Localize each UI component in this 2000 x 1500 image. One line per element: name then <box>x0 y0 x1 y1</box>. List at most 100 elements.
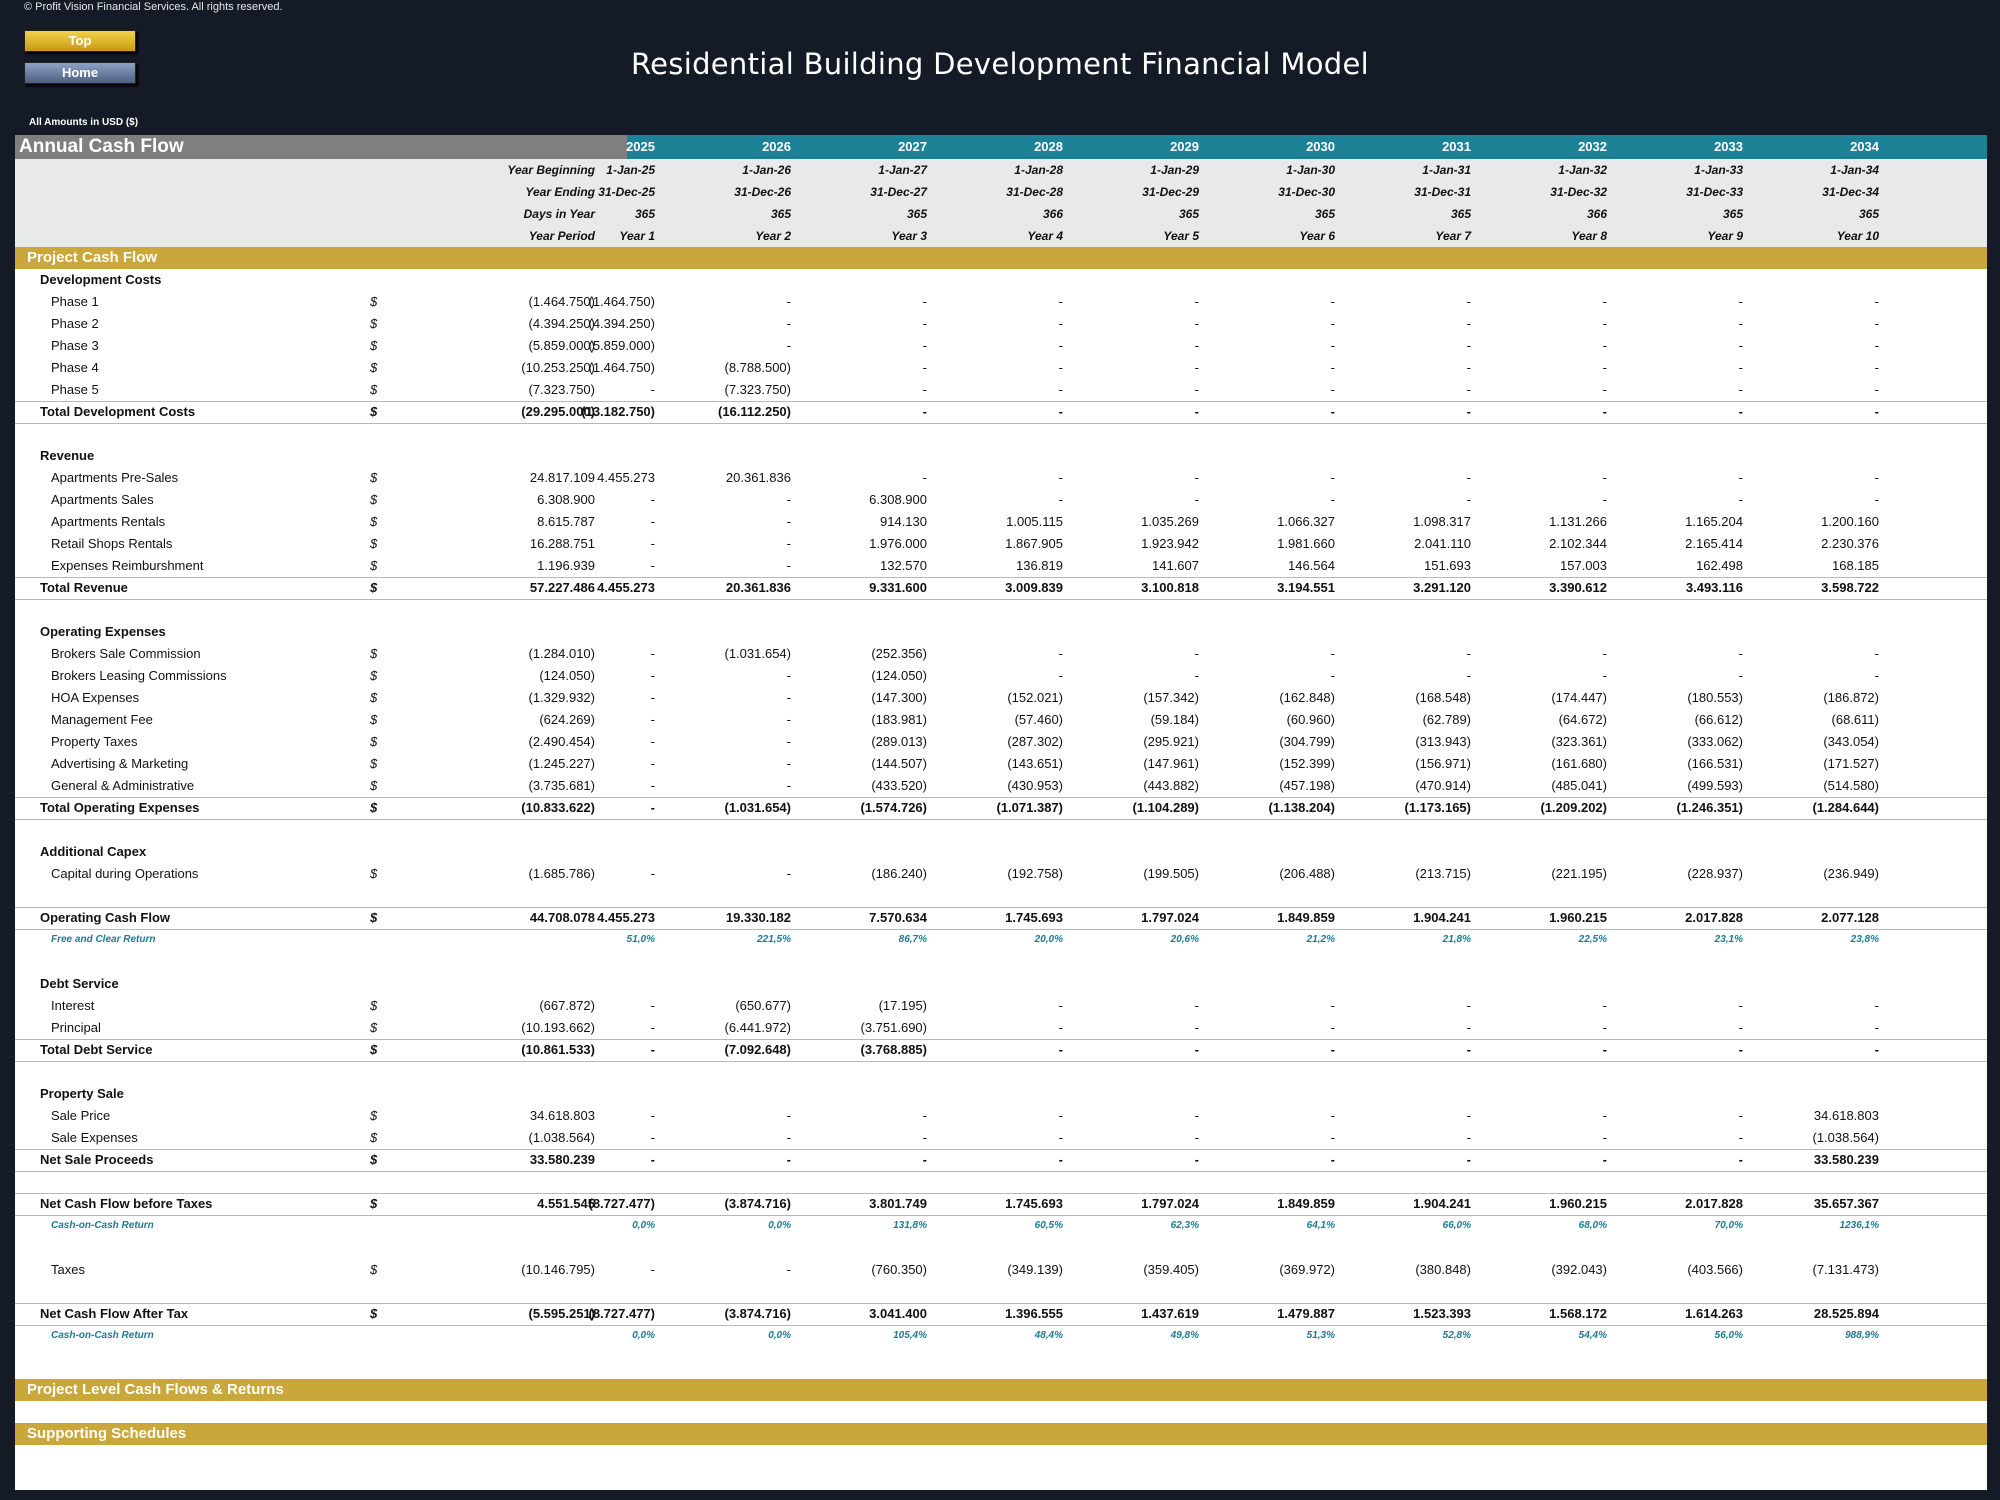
year-value-cell: - <box>1330 382 1335 397</box>
year-value-cell: - <box>1466 338 1471 353</box>
currency-symbol: $ <box>370 360 378 375</box>
year-value-cell: (1.031.654) <box>724 646 792 661</box>
year-value-cell: 23,8% <box>1850 934 1879 945</box>
row-total: (1.038.564) <box>528 1130 596 1145</box>
year-value-cell: - <box>1058 338 1063 353</box>
row-label: Additional Capex <box>40 844 147 859</box>
year-value-cell: - <box>1194 382 1199 397</box>
year-value-cell: - <box>1874 404 1879 419</box>
year-value-cell: 1.867.905 <box>1005 536 1063 551</box>
year-value-cell: 1.437.619 <box>1141 1306 1199 1321</box>
home-button[interactable]: Home <box>24 62 136 84</box>
currency-symbol: $ <box>370 646 378 661</box>
year-value-cell: - <box>1330 1108 1335 1123</box>
year-value-cell: - <box>1602 382 1607 397</box>
year-value-cell: - <box>786 1130 791 1145</box>
year-value-cell: (59.184) <box>1150 712 1199 727</box>
return-row: Cash-on-Cash Return 0,0% 0,0% 105,4% 48,4% 49… <box>15 1325 1987 1347</box>
year-value-cell: (760.350) <box>871 1262 927 1277</box>
year-value-cell: - <box>922 470 927 485</box>
year-value-cell: - <box>922 382 927 397</box>
year-value-cell: (64.672) <box>1558 712 1607 727</box>
date-header-value: Year 1 <box>619 229 655 243</box>
year-value-cell: - <box>1874 382 1879 397</box>
year-value-cell: 1.479.887 <box>1277 1306 1335 1321</box>
year-value-cell: 131,8% <box>893 1220 927 1231</box>
year-value-cell: 1.200.160 <box>1821 514 1879 529</box>
year-value-cell: - <box>1466 382 1471 397</box>
year-value-cell: - <box>786 756 791 771</box>
row-label: Free and Clear Return <box>51 934 156 945</box>
year-value-cell: - <box>1874 492 1879 507</box>
year-value-cell: 56,0% <box>1714 1330 1743 1341</box>
year-value-cell: (3.768.885) <box>860 1042 928 1057</box>
year-value-cell: (161.680) <box>1551 756 1607 771</box>
year-value-cell: 1.745.693 <box>1005 910 1063 925</box>
currency-symbol: $ <box>370 294 378 309</box>
row-label: Phase 4 <box>51 360 99 375</box>
year-value-cell: - <box>786 778 791 793</box>
year-value-cell: - <box>1466 1108 1471 1123</box>
year-value-cell: - <box>650 866 655 881</box>
year-value-cell: 22,5% <box>1578 934 1607 945</box>
section-project-cash-flow: Project Cash Flow <box>15 247 1987 269</box>
year-value-cell: - <box>650 1152 655 1167</box>
total-separator-line <box>15 819 1987 820</box>
year-value-cell: 1.098.317 <box>1413 514 1471 529</box>
year-value-cell: - <box>786 1152 791 1167</box>
year-value-cell: 86,7% <box>898 934 927 945</box>
year-value-cell: 2.102.344 <box>1549 536 1607 551</box>
year-value-cell: - <box>650 1130 655 1145</box>
year-value-cell: (403.566) <box>1687 1262 1743 1277</box>
row-label: Interest <box>51 998 95 1013</box>
year-value-cell: (199.505) <box>1143 866 1199 881</box>
section-heading-row: Revenue <box>15 445 1987 467</box>
year-value-cell: (152.021) <box>1007 690 1063 705</box>
total-row: Total Debt Service $ (10.861.533) - (7.092.6… <box>15 1039 1987 1061</box>
total-separator-line <box>15 1303 1987 1304</box>
year-value-cell: - <box>1738 404 1743 419</box>
year-value-cell: (514.580) <box>1823 778 1879 793</box>
year-value-cell: (13.182.750) <box>581 404 655 419</box>
row-total: 6.308.900 <box>537 492 595 507</box>
section-heading-row: Debt Service <box>15 973 1987 995</box>
year-value-cell: - <box>1330 316 1335 331</box>
row-total: (1.284.010) <box>528 646 596 661</box>
year-value-cell: (62.789) <box>1422 712 1471 727</box>
row-total: (10.253.250) <box>521 360 595 375</box>
year-value-cell: - <box>1602 998 1607 1013</box>
date-header-label: Year Period <box>528 229 595 243</box>
year-value-cell: - <box>650 690 655 705</box>
year-value-cell: - <box>1058 470 1063 485</box>
total-row: Net Cash Flow before Taxes $4.551.545 (8.7… <box>15 1193 1987 1215</box>
year-value-cell: 3.194.551 <box>1277 580 1335 595</box>
date-header-value: 1-Jan-25 <box>606 163 655 177</box>
year-header-cell: 2025 <box>626 139 655 154</box>
year-value-cell: 2.017.828 <box>1685 1196 1743 1211</box>
year-value-cell: (7.092.648) <box>724 1042 792 1057</box>
total-row: Net Sale Proceeds $33.580.239 - - - - - - - - - 33.… <box>15 1149 1987 1171</box>
line-item-row: Interest $ (667.872) - (650.677) (17.195) - - - -… <box>15 995 1987 1017</box>
year-value-cell: (1.138.204) <box>1268 800 1336 815</box>
total-separator-line <box>15 401 1987 402</box>
year-value-cell: 2.077.128 <box>1821 910 1879 925</box>
return-row: Free and Clear Return 51,0% 221,5% 86,7% 20,… <box>15 929 1987 951</box>
row-total: (4.394.250) <box>528 316 596 331</box>
year-value-cell: - <box>1330 646 1335 661</box>
year-value-cell: - <box>650 756 655 771</box>
year-value-cell: (1.104.289) <box>1132 800 1200 815</box>
row-label: Total Development Costs <box>40 404 196 419</box>
top-button[interactable]: Top <box>24 30 136 52</box>
year-value-cell: 6.308.900 <box>869 492 927 507</box>
year-value-cell: - <box>786 712 791 727</box>
date-header-value: 31-Dec-30 <box>1278 185 1335 199</box>
year-value-cell: - <box>1194 492 1199 507</box>
year-value-cell: - <box>1194 360 1199 375</box>
year-value-cell: - <box>1602 338 1607 353</box>
date-header-value: 31-Dec-32 <box>1550 185 1607 199</box>
year-value-cell: - <box>650 998 655 1013</box>
year-value-cell: (162.848) <box>1279 690 1335 705</box>
year-value-cell: 34.618.803 <box>1813 1108 1879 1123</box>
year-value-cell: 54,4% <box>1578 1330 1607 1341</box>
year-value-cell: (433.520) <box>871 778 927 793</box>
